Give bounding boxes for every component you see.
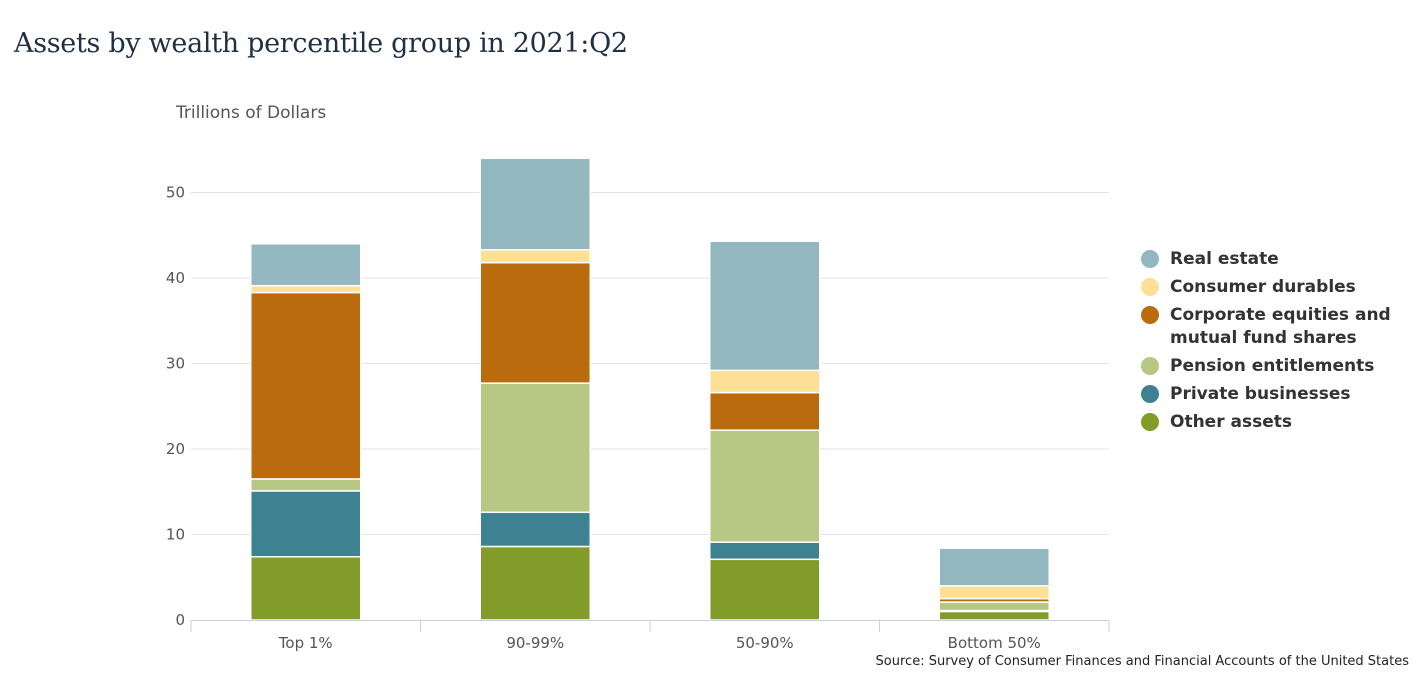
legend-swatch-consumer-durables <box>1141 278 1159 296</box>
bar-segment[interactable] <box>709 429 821 543</box>
bar-segment[interactable] <box>250 490 362 558</box>
legend-item-private-businesses[interactable]: Private businesses <box>1141 383 1411 406</box>
bar-segment[interactable] <box>709 369 821 394</box>
bar-segment[interactable] <box>709 240 821 372</box>
legend-label: Other assets <box>1170 412 1292 432</box>
x-tick-label: Top 1% <box>278 634 333 652</box>
y-tick-label: 10 <box>166 526 185 544</box>
legend-item-real-estate[interactable]: Real estate <box>1141 248 1411 271</box>
legend-swatch-corporate-equities <box>1141 306 1159 324</box>
legend-swatch-real-estate <box>1141 250 1159 268</box>
x-tick-labels: Top 1% 90-99% 50-90% Bottom 50% <box>278 634 1041 652</box>
bar-segment[interactable] <box>479 261 591 384</box>
bar-segment[interactable] <box>479 249 591 264</box>
bar-segment[interactable] <box>479 382 591 514</box>
y-tick-label: 40 <box>166 269 185 287</box>
x-tick-label: 50-90% <box>736 634 794 652</box>
bar-segment[interactable] <box>250 478 362 492</box>
legend-label: Private businesses <box>1170 384 1351 404</box>
legend-item-pension-entitlements[interactable]: Pension entitlements <box>1141 355 1411 378</box>
bar-segment[interactable] <box>709 558 821 621</box>
source-note: Source: Survey of Consumer Finances and … <box>875 654 1409 669</box>
bars <box>250 157 1050 621</box>
bar-segment[interactable] <box>479 157 591 251</box>
y-tick-label: 50 <box>166 184 185 202</box>
chart-title: Assets by wealth percentile group in 202… <box>14 28 628 59</box>
y-axis-label: Trillions of Dollars <box>176 103 327 123</box>
x-tick-label: 90-99% <box>506 634 564 652</box>
legend-swatch-private-businesses <box>1141 385 1159 403</box>
bar-segment[interactable] <box>479 545 591 621</box>
y-tick-labels: 0 10 20 30 40 50 <box>166 184 185 630</box>
legend-label: Pension entitlements <box>1170 356 1375 376</box>
legend-item-other-assets[interactable]: Other assets <box>1141 411 1411 434</box>
legend-swatch-pension-entitlements <box>1141 357 1159 375</box>
y-tick-label: 0 <box>175 611 185 629</box>
x-tick-label: Bottom 50% <box>948 634 1041 652</box>
bar-segment[interactable] <box>250 243 362 287</box>
bar-segment[interactable] <box>709 541 821 561</box>
bar-segment[interactable] <box>709 391 821 431</box>
bar-segment[interactable] <box>938 547 1050 587</box>
y-tick-label: 20 <box>166 440 185 458</box>
y-tick-label: 30 <box>166 355 185 373</box>
legend-label: Real estate <box>1170 249 1279 269</box>
legend-swatch-other-assets <box>1141 413 1159 431</box>
bar-segment[interactable] <box>250 284 362 294</box>
bar-segment[interactable] <box>250 291 362 480</box>
bar-segment[interactable] <box>938 601 1050 612</box>
legend-label: Consumer durables <box>1170 277 1356 297</box>
bar-segment[interactable] <box>938 610 1050 621</box>
legend-item-consumer-durables[interactable]: Consumer durables <box>1141 276 1411 299</box>
bar-segment[interactable] <box>250 555 362 621</box>
legend-label: Corporate equities and mutual fund share… <box>1170 305 1391 348</box>
legend: Real estate Consumer durables Corporate … <box>1141 248 1411 439</box>
x-axis <box>190 620 1110 632</box>
legend-item-corporate-equities[interactable]: Corporate equities and mutual fund share… <box>1141 304 1411 350</box>
bar-segment[interactable] <box>479 511 591 548</box>
bar-segment[interactable] <box>938 585 1050 600</box>
